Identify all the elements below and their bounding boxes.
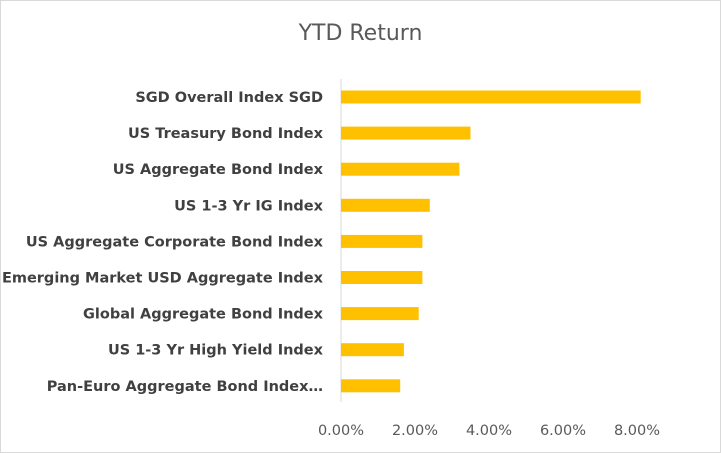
category-label-6: Global Aggregate Bond Index <box>83 307 324 323</box>
bar-0 <box>341 90 641 104</box>
x-tick-label-2: 4.00% <box>466 423 512 439</box>
x-tick-labels: 0.00% 2.00% 4.00% 6.00% 8.00% <box>318 423 660 439</box>
bar-5 <box>341 271 423 284</box>
category-label-8: Pan-Euro Aggregate Bond Index… <box>47 379 323 395</box>
bar-6 <box>341 307 419 321</box>
x-tick-label-3: 6.00% <box>540 423 586 439</box>
bar-4 <box>341 234 423 248</box>
bars-layer <box>341 90 641 393</box>
category-label-7: US 1-3 Yr High Yield Index <box>108 343 324 359</box>
bar-2 <box>341 162 460 176</box>
x-tick-label-1: 2.00% <box>392 423 438 439</box>
category-label-5: Emerging Market USD Aggregate Index <box>2 271 324 287</box>
bar-1 <box>341 126 471 140</box>
category-label-1: US Treasury Bond Index <box>128 126 324 142</box>
category-label-3: US 1-3 Yr IG Index <box>174 198 323 214</box>
bar-7 <box>341 343 404 357</box>
x-tick-label-4: 8.00% <box>614 423 660 439</box>
x-tick-label-0: 0.00% <box>318 423 364 439</box>
category-label-4: US Aggregate Corporate Bond Index <box>26 234 324 250</box>
category-labels: SGD Overall Index SGD US Treasury Bond In… <box>2 90 324 395</box>
bar-3 <box>341 198 430 212</box>
category-label-0: SGD Overall Index SGD <box>135 90 323 106</box>
category-label-2: US Aggregate Bond Index <box>113 162 324 178</box>
chart-title: YTD Return <box>298 21 423 46</box>
bar-8 <box>341 379 401 393</box>
